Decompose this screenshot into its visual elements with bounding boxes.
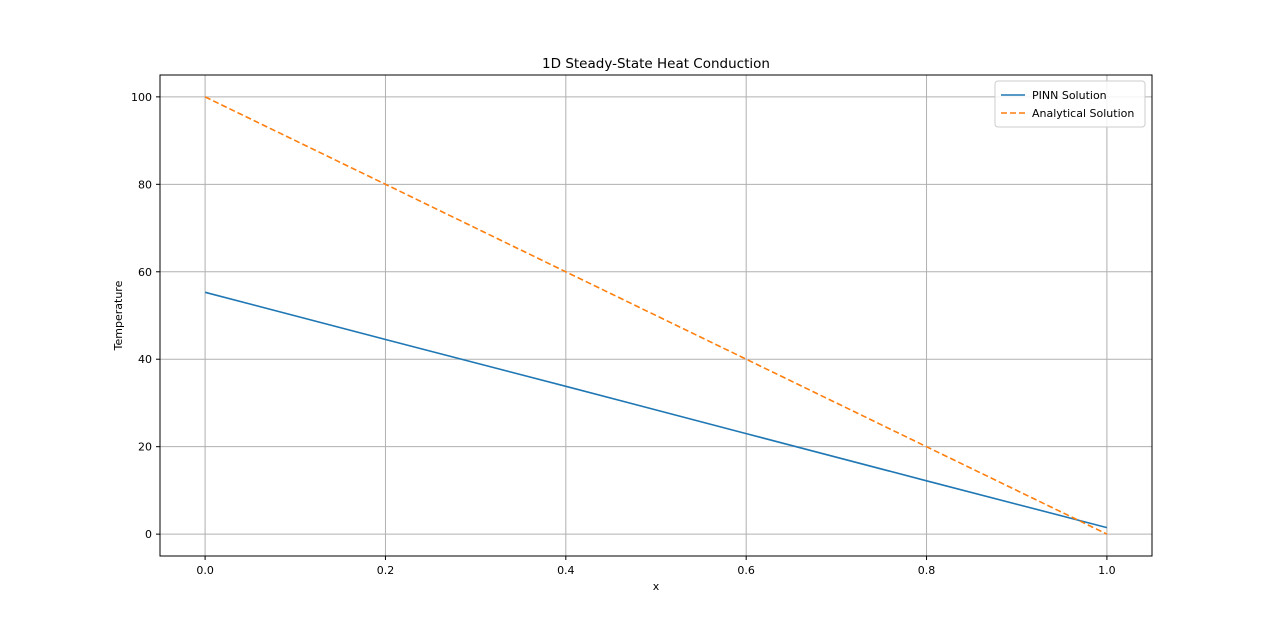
legend-box [994,80,1146,128]
chart-title: 1D Steady-State Heat Conduction [542,56,770,72]
y-axis: 0 20 40 60 80 100 [131,91,160,541]
y-tick-label: 60 [138,266,152,279]
x-tick-label: 0.4 [557,564,575,577]
y-tick-label: 20 [138,441,152,454]
x-tick-label: 0.8 [918,564,936,577]
plot-area-frame [159,74,1153,557]
y-tick-label: 80 [138,178,152,191]
analytical-solution-line [204,96,1108,535]
legend-label: Analytical Solution [1032,107,1134,120]
x-tick-label: 0.0 [196,564,214,577]
grid [160,75,1152,556]
y-tick-label: 100 [131,91,152,104]
x-tick-label: 0.6 [737,564,755,577]
x-tick-label: 0.2 [377,564,395,577]
y-tick-label: 40 [138,353,152,366]
x-axis: 0.0 0.2 0.4 0.6 0.8 1.0 [196,556,1116,577]
pinn-solution-line [204,291,1108,529]
y-axis-title: Temperature [112,280,125,351]
legend: PINN Solution Analytical Solution [994,80,1146,128]
legend-label: PINN Solution [1032,89,1107,102]
plot-series [204,96,1108,535]
x-axis-title: x [653,580,660,593]
y-tick-label: 0 [145,528,152,541]
x-tick-label: 1.0 [1098,564,1116,577]
